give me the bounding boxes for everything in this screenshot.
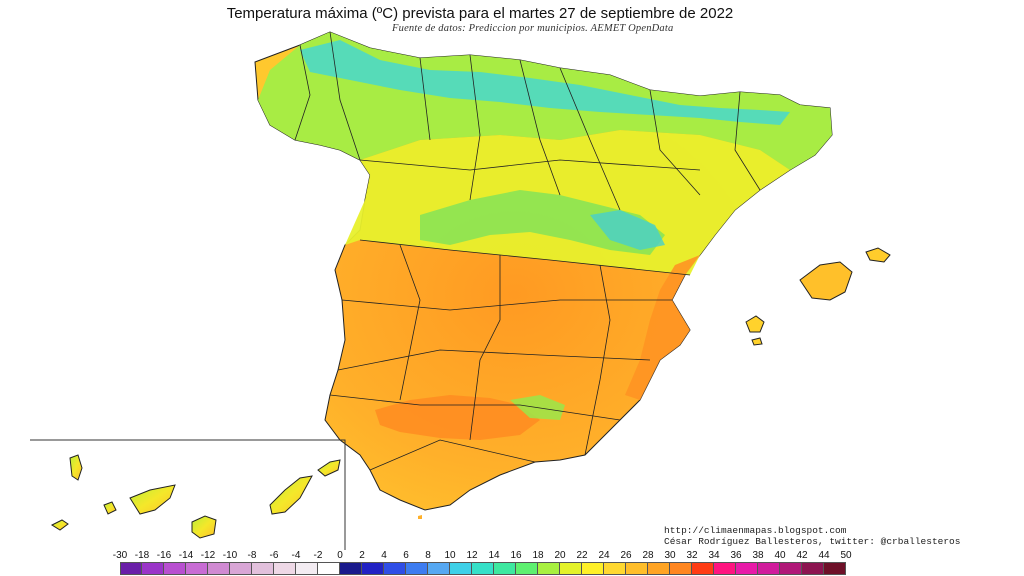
scale-tick-label: 2 bbox=[359, 550, 365, 561]
zone-east-coast-hot bbox=[625, 255, 700, 400]
scale-tick-label: 10 bbox=[444, 550, 456, 561]
credit-author: César Rodríguez Ballesteros, twitter: @c… bbox=[664, 536, 961, 547]
scale-tick-label: 34 bbox=[708, 550, 720, 561]
scale-swatch bbox=[186, 563, 208, 574]
credit-url: http://climaenmapas.blogspot.com bbox=[664, 525, 847, 536]
color-scale-bar bbox=[120, 562, 846, 575]
scale-swatch bbox=[626, 563, 648, 574]
scale-swatch bbox=[714, 563, 736, 574]
scale-swatch bbox=[274, 563, 296, 574]
scale-tick-label: 14 bbox=[488, 550, 500, 561]
scale-labels: -30 -18 -16 -14 -12 -10 -8 -6 -4 -2 0 2 4 6 8 10 12 14 16 1… bbox=[110, 550, 930, 562]
gran-canaria bbox=[191, 515, 217, 539]
scale-tick-label: -2 bbox=[313, 550, 323, 561]
scale-swatch bbox=[340, 563, 362, 574]
canarias-inset-frame bbox=[30, 439, 346, 550]
zone-iberico-cold bbox=[590, 210, 665, 250]
la-gomera bbox=[103, 501, 117, 515]
scale-swatch bbox=[384, 563, 406, 574]
mallorca bbox=[799, 261, 853, 301]
scale-tick-label: 44 bbox=[818, 550, 830, 561]
alboran bbox=[418, 515, 422, 519]
scale-swatch bbox=[538, 563, 560, 574]
scale-swatch bbox=[802, 563, 824, 574]
scale-tick-label: -18 bbox=[134, 550, 150, 561]
scale-tick-label: 12 bbox=[466, 550, 478, 561]
scale-swatch bbox=[758, 563, 780, 574]
scale-swatch bbox=[670, 563, 692, 574]
el-hierro bbox=[50, 519, 69, 531]
scale-tick-label: -30 bbox=[112, 550, 128, 561]
scale-swatch bbox=[516, 563, 538, 574]
scale-tick-label: 42 bbox=[796, 550, 808, 561]
scale-swatch bbox=[230, 563, 252, 574]
scale-tick-label: -16 bbox=[156, 550, 172, 561]
scale-tick-label: 50 bbox=[840, 550, 852, 561]
scale-swatch bbox=[648, 563, 670, 574]
scale-tick-label: 36 bbox=[730, 550, 742, 561]
scale-tick-label: -10 bbox=[222, 550, 238, 561]
scale-tick-label: -6 bbox=[269, 550, 279, 561]
scale-tick-label: 20 bbox=[554, 550, 566, 561]
scale-tick-label: 24 bbox=[598, 550, 610, 561]
scale-swatch bbox=[560, 563, 582, 574]
scale-swatch bbox=[582, 563, 604, 574]
scale-tick-label: 8 bbox=[425, 550, 431, 561]
scale-swatch bbox=[142, 563, 164, 574]
scale-swatch bbox=[428, 563, 450, 574]
scale-swatch bbox=[120, 563, 142, 574]
scale-swatch bbox=[472, 563, 494, 574]
la-palma bbox=[69, 454, 83, 481]
scale-tick-label: -8 bbox=[247, 550, 257, 561]
scale-swatch bbox=[252, 563, 274, 574]
scale-swatch bbox=[208, 563, 230, 574]
canarias-islands bbox=[50, 454, 341, 539]
tenerife bbox=[129, 484, 176, 515]
scale-tick-label: 38 bbox=[752, 550, 764, 561]
scale-tick-label: 22 bbox=[576, 550, 588, 561]
scale-tick-label: 4 bbox=[381, 550, 387, 561]
scale-tick-label: -4 bbox=[291, 550, 301, 561]
scale-tick-label: 28 bbox=[642, 550, 654, 561]
scale-swatch bbox=[604, 563, 626, 574]
scale-swatch bbox=[362, 563, 384, 574]
scale-swatch bbox=[164, 563, 186, 574]
scale-swatch bbox=[824, 563, 846, 574]
scale-tick-label: 0 bbox=[337, 550, 343, 561]
scale-tick-label: 26 bbox=[620, 550, 632, 561]
scale-tick-label: 32 bbox=[686, 550, 698, 561]
scale-tick-label: -14 bbox=[178, 550, 194, 561]
zone-sistema-central bbox=[420, 190, 665, 255]
zone-guadalquivir-hot bbox=[375, 395, 540, 440]
lanzarote bbox=[317, 459, 341, 477]
page-subtitle: Fuente de datos: Prediccion por municipi… bbox=[392, 23, 674, 34]
ibiza bbox=[745, 315, 765, 333]
zone-cantabrian-cold bbox=[300, 40, 790, 125]
scale-swatch bbox=[450, 563, 472, 574]
scale-swatch bbox=[780, 563, 802, 574]
scale-tick-label: 40 bbox=[774, 550, 786, 561]
scale-swatch bbox=[318, 563, 340, 574]
fuerteventura bbox=[269, 475, 313, 515]
scale-tick-label: 18 bbox=[532, 550, 544, 561]
page-title: Temperatura máxima (ºC) prevista para el… bbox=[226, 5, 734, 22]
scale-tick-label: 30 bbox=[664, 550, 676, 561]
menorca bbox=[865, 247, 891, 263]
scale-tick-label: 6 bbox=[403, 550, 409, 561]
province-borders bbox=[294, 31, 761, 471]
scale-swatch bbox=[692, 563, 714, 574]
scale-swatch bbox=[296, 563, 318, 574]
scale-swatch bbox=[494, 563, 516, 574]
formentera bbox=[751, 337, 763, 346]
scale-swatch bbox=[736, 563, 758, 574]
scale-tick-label: 16 bbox=[510, 550, 522, 561]
scale-swatch bbox=[406, 563, 428, 574]
scale-tick-label: -12 bbox=[200, 550, 216, 561]
